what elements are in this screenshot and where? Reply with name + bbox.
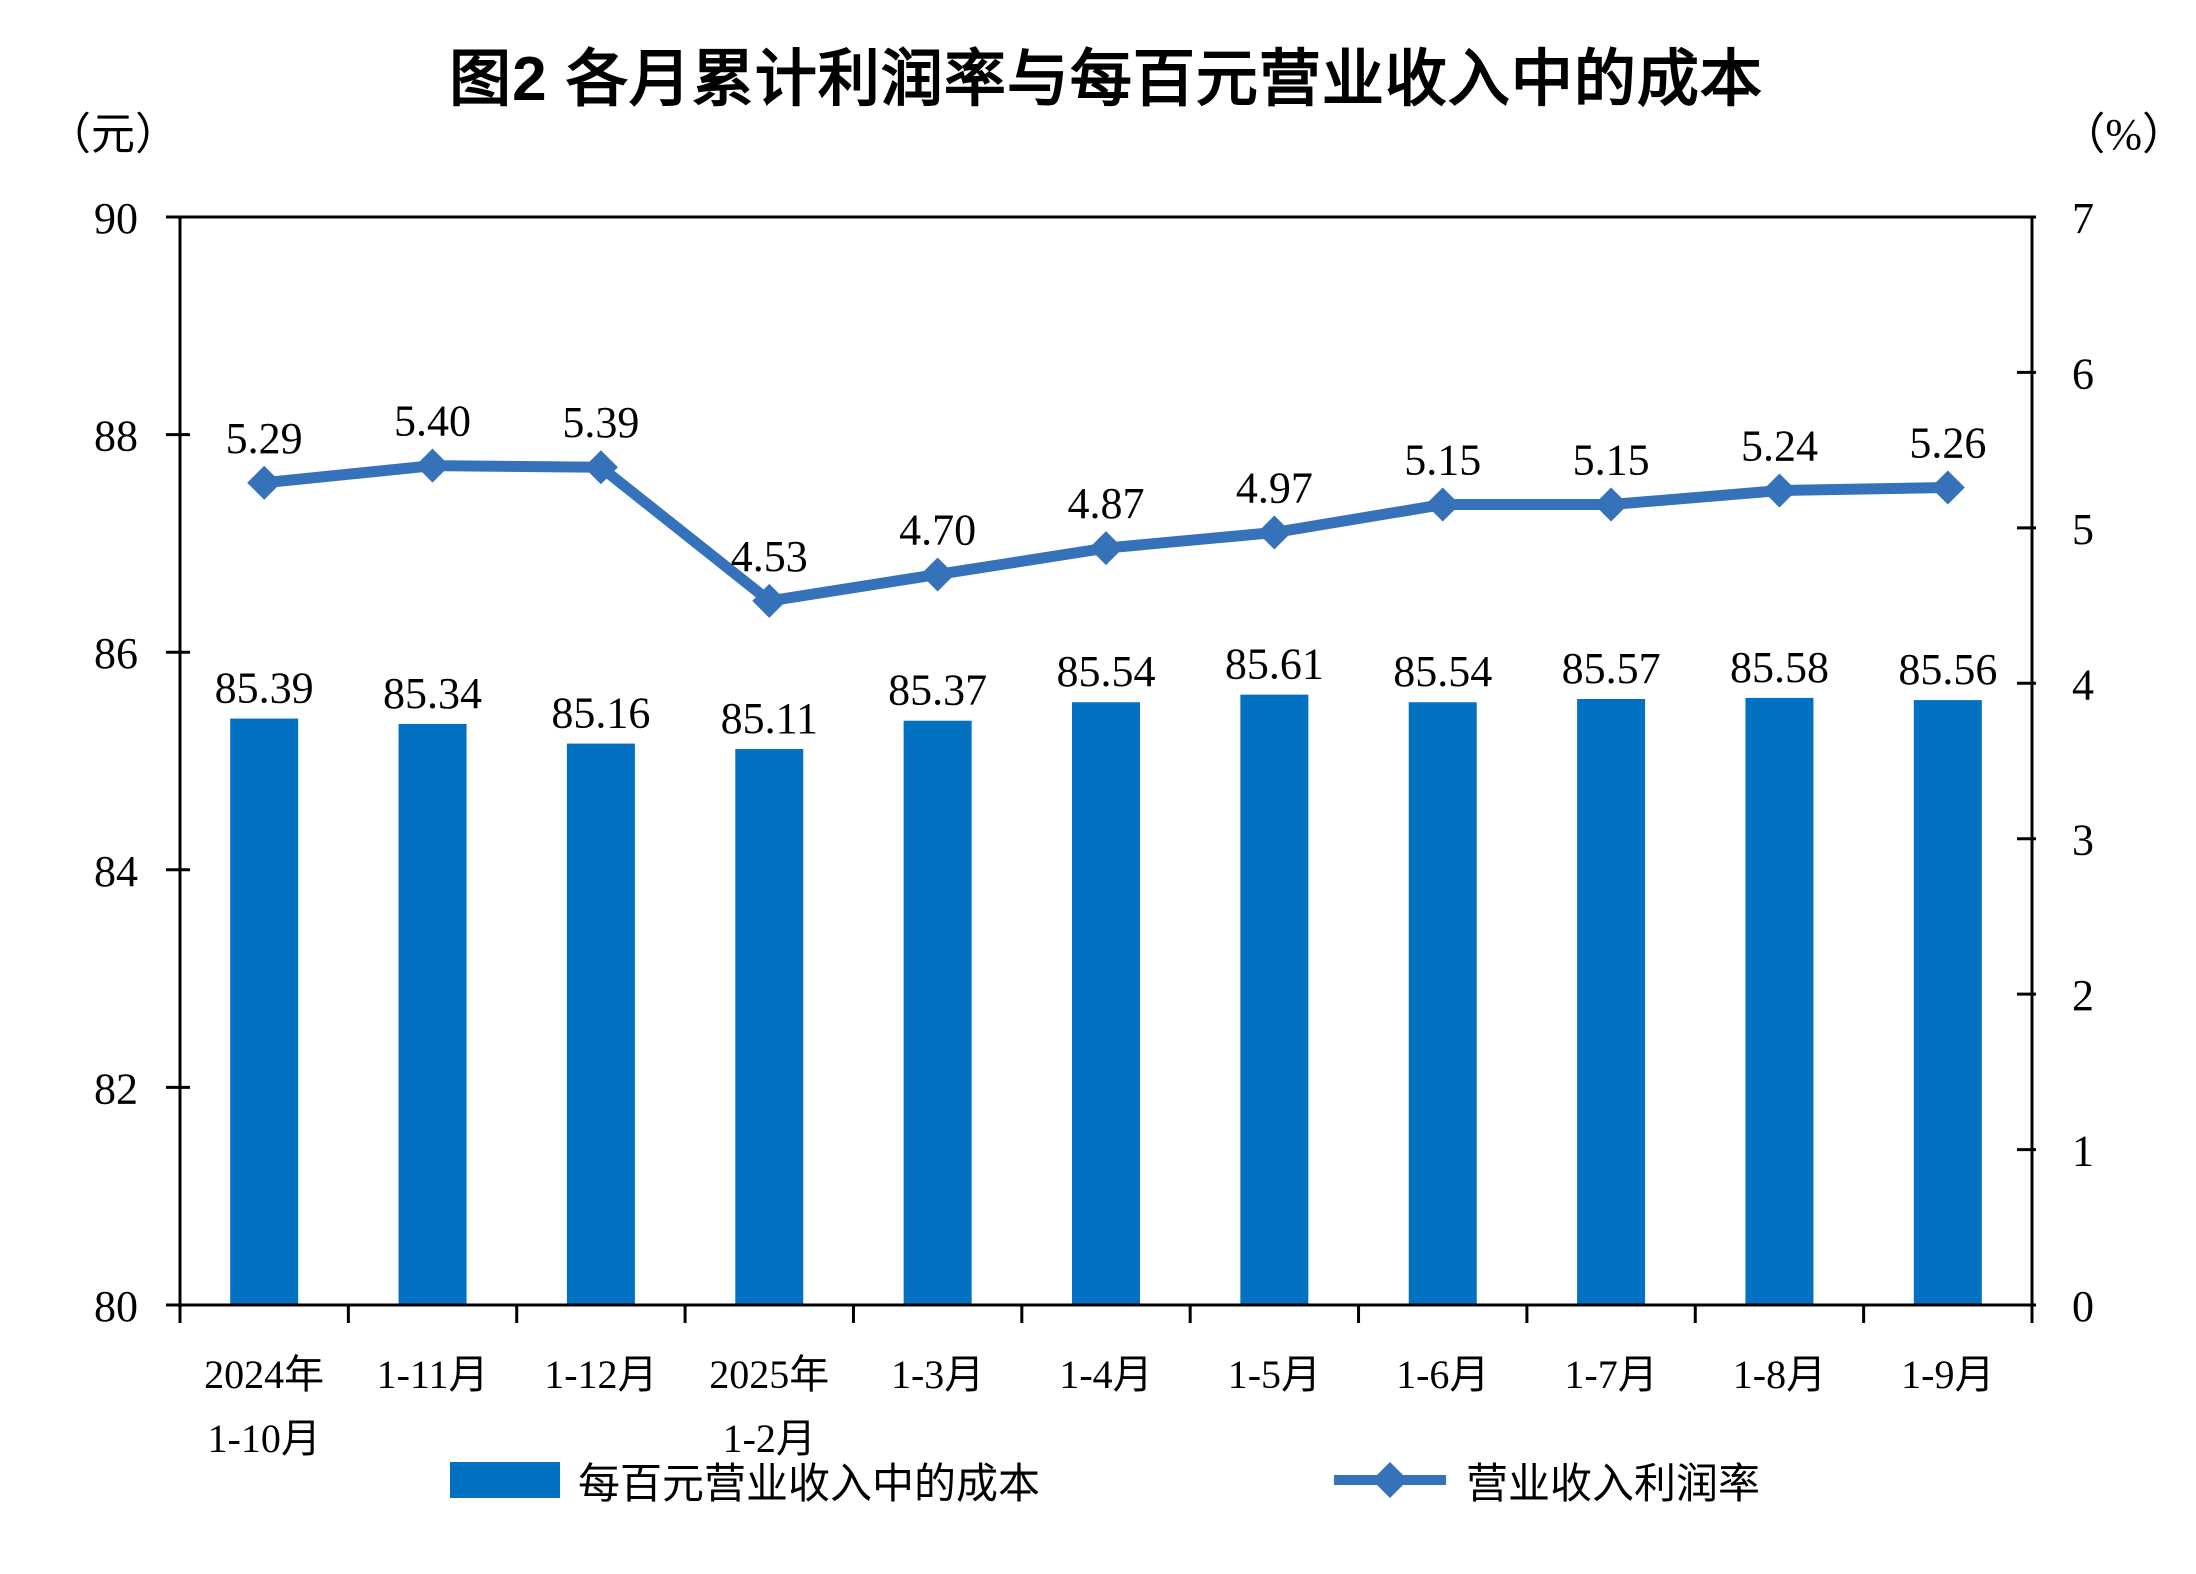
line-marker-3 bbox=[752, 583, 787, 618]
bar-8 bbox=[1577, 698, 1646, 1304]
right-axis-tick-label: 3 bbox=[2072, 816, 2094, 865]
legend-item-cost: 每百元营业收入中的成本 bbox=[450, 1452, 1040, 1508]
line-marker-8 bbox=[1594, 487, 1629, 522]
right-axis-tick-label: 1 bbox=[2072, 1127, 2094, 1176]
line-value-label: 5.40 bbox=[394, 397, 471, 446]
line-value-label: 5.39 bbox=[562, 398, 639, 447]
line-value-label: 4.87 bbox=[1068, 479, 1145, 528]
bar-1 bbox=[398, 724, 467, 1304]
plot-border bbox=[178, 215, 2034, 1307]
right-axis-tick-label: 5 bbox=[2072, 505, 2094, 554]
line-value-label: 5.15 bbox=[1573, 436, 1650, 485]
x-axis-label: 2025年 bbox=[709, 1352, 829, 1397]
line-value-label: 4.70 bbox=[899, 505, 976, 554]
bar-value-label: 85.16 bbox=[551, 689, 650, 738]
line-value-label: 5.15 bbox=[1404, 436, 1481, 485]
line-marker-9 bbox=[1762, 473, 1797, 508]
bar-5 bbox=[1072, 702, 1140, 1304]
right-axis-tick-label: 4 bbox=[2072, 660, 2094, 709]
legend-item-profit-rate: 营业收入利润率 bbox=[1332, 1452, 1760, 1508]
bar-value-label: 85.39 bbox=[215, 664, 314, 713]
line-marker-4 bbox=[920, 557, 955, 592]
legend-bar-label: 每百元营业收入中的成本 bbox=[578, 1461, 1041, 1508]
left-axis-tick-label: 86 bbox=[94, 629, 138, 678]
left-axis-tick-label: 90 bbox=[94, 194, 138, 243]
x-axis-label: 1-7月 bbox=[1564, 1352, 1657, 1397]
bar-value-label: 85.54 bbox=[1393, 647, 1492, 696]
right-axis-unit-label: （%） bbox=[2061, 110, 2186, 159]
chart-legend: 每百元营业收入中的成本 营业收入利润率 bbox=[450, 1452, 1760, 1508]
left-axis-tick-label: 88 bbox=[94, 412, 138, 461]
bar-10 bbox=[1913, 700, 1982, 1304]
line-marker-6 bbox=[1257, 515, 1292, 550]
line-marker-5 bbox=[1089, 531, 1123, 566]
line-marker-0 bbox=[247, 465, 282, 500]
line-marker-7 bbox=[1425, 487, 1460, 522]
x-axis-label: 1-6月 bbox=[1396, 1352, 1489, 1397]
left-axis-tick-label: 84 bbox=[94, 847, 138, 896]
left-axis-unit-label: （元） bbox=[47, 110, 179, 159]
x-axis-label: 2024年 bbox=[204, 1352, 324, 1397]
line-value-label: 4.53 bbox=[731, 532, 808, 581]
x-axis-label: 1-2月 bbox=[723, 1416, 816, 1461]
x-axis-label: 1-8月 bbox=[1733, 1352, 1826, 1397]
bar-value-label: 85.34 bbox=[383, 669, 482, 718]
line-value-label: 5.24 bbox=[1741, 422, 1818, 471]
bar-series-swatch-icon bbox=[450, 1462, 560, 1498]
right-axis-tick-label: 7 bbox=[2072, 194, 2094, 243]
bar-6 bbox=[1240, 694, 1309, 1304]
bar-4 bbox=[903, 720, 972, 1304]
bar-value-label: 85.11 bbox=[721, 694, 818, 743]
bar-2 bbox=[566, 743, 635, 1304]
bar-value-label: 85.37 bbox=[888, 666, 987, 715]
chart-title: 图2 各月累计利润率与每百元营业收入中的成本 bbox=[449, 45, 1763, 114]
bar-value-label: 85.54 bbox=[1057, 647, 1156, 696]
left-axis-tick-label: 80 bbox=[94, 1282, 138, 1331]
right-axis-tick-label: 2 bbox=[2072, 971, 2094, 1020]
line-series-swatch-icon bbox=[1334, 1462, 1447, 1498]
x-axis-label: 1-11月 bbox=[377, 1352, 489, 1397]
bar-value-label: 85.57 bbox=[1562, 644, 1661, 693]
bar-7 bbox=[1408, 702, 1477, 1304]
left-axis-tick-label: 82 bbox=[94, 1064, 138, 1113]
legend-line-label: 营业收入利润率 bbox=[1466, 1461, 1761, 1508]
x-axis-label: 1-9月 bbox=[1901, 1352, 1994, 1397]
line-marker-2 bbox=[583, 450, 618, 485]
bar-value-label: 85.58 bbox=[1730, 643, 1829, 692]
x-axis-label: 1-5月 bbox=[1228, 1352, 1321, 1397]
bar-value-label: 85.56 bbox=[1898, 645, 1997, 694]
line-value-label: 4.97 bbox=[1236, 464, 1313, 513]
line-value-label: 5.26 bbox=[1909, 418, 1986, 467]
x-axis-label: 1-10月 bbox=[208, 1416, 321, 1461]
bar-3 bbox=[735, 749, 804, 1304]
line-marker-10 bbox=[1930, 470, 1965, 505]
right-axis-tick-label: 6 bbox=[2072, 349, 2094, 398]
bar-value-label: 85.61 bbox=[1225, 640, 1324, 689]
x-axis-label: 1-4月 bbox=[1059, 1352, 1152, 1397]
x-axis-label: 1-3月 bbox=[891, 1352, 984, 1397]
bar-0 bbox=[230, 718, 299, 1304]
bar-9 bbox=[1745, 697, 1814, 1304]
line-marker-1 bbox=[415, 448, 450, 483]
line-value-label: 5.29 bbox=[226, 414, 303, 463]
right-axis-tick-label: 0 bbox=[2072, 1282, 2094, 1331]
x-axis-label: 1-12月 bbox=[544, 1352, 657, 1397]
